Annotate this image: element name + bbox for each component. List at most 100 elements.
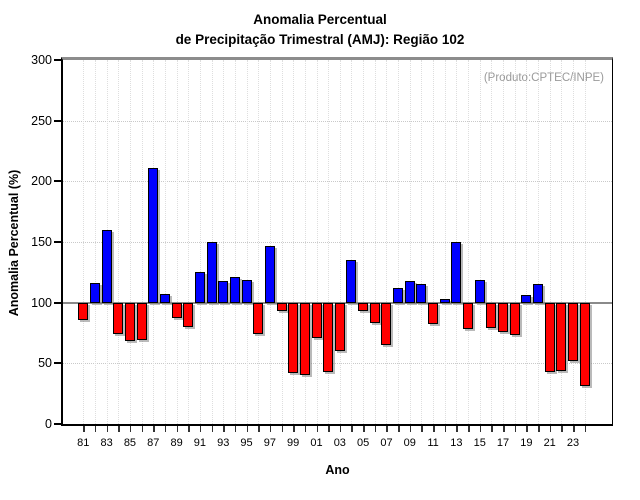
x-tick-08: [398, 426, 400, 432]
bar-04: [346, 260, 357, 303]
x-tick-93: [223, 426, 225, 432]
bar-19: [521, 295, 532, 303]
x-tick-84: [118, 426, 120, 432]
v-gridline: [503, 60, 505, 424]
v-gridline: [246, 60, 248, 424]
x-tick-label-99: 99: [287, 437, 300, 449]
y-tick-150: [54, 241, 61, 243]
v-gridline: [141, 60, 143, 424]
x-tick-label-17: 17: [496, 437, 510, 449]
x-tick-label-97: 97: [263, 437, 276, 449]
x-tick-04: [351, 426, 353, 432]
v-gridline: [363, 60, 365, 424]
chart-title: Anomalia Percentual de Precipitação Trim…: [0, 10, 640, 50]
x-tick-19: [526, 426, 528, 432]
y-tick-label-150: 150: [31, 235, 52, 249]
v-gridline: [269, 60, 271, 424]
y-tick-label-200: 200: [31, 174, 52, 189]
chart-title-line1: Anomalia Percentual: [253, 12, 387, 27]
v-gridline: [421, 60, 423, 424]
bar-14: [463, 302, 474, 330]
bar-94: [229, 277, 240, 303]
x-tick-98: [281, 426, 284, 432]
x-tick-83: [106, 426, 109, 432]
bar-84: [113, 302, 124, 335]
x-tick-label-07: 07: [380, 437, 393, 449]
v-gridline: [234, 60, 236, 424]
x-tick-03: [339, 426, 342, 432]
x-tick-label-83: 83: [100, 437, 113, 449]
h-gridline-200: [63, 181, 612, 183]
bar-20: [533, 284, 544, 303]
v-gridline: [281, 60, 283, 424]
y-tick-250: [54, 119, 61, 122]
v-gridline: [258, 60, 260, 424]
bar-03: [334, 302, 345, 352]
bar-07: [381, 302, 392, 346]
x-tick-22: [561, 426, 563, 432]
bar-16: [486, 302, 497, 329]
x-tick-91: [199, 426, 202, 432]
x-tick-95: [246, 426, 249, 432]
bar-88: [159, 294, 170, 303]
bar-93: [218, 280, 229, 303]
x-tick-11: [433, 426, 435, 432]
y-tick-50: [54, 362, 61, 365]
bar-21: [544, 302, 555, 372]
x-tick-23: [573, 426, 575, 432]
bar-86: [136, 302, 147, 341]
bar-22: [556, 302, 567, 371]
x-tick-label-13: 13: [450, 437, 463, 449]
x-tick-01: [316, 426, 318, 432]
x-tick-20: [538, 426, 540, 432]
x-tick-label-19: 19: [520, 437, 533, 449]
x-tick-label-91: 91: [193, 437, 207, 449]
x-tick-99: [293, 426, 295, 432]
y-tick-100: [54, 301, 61, 304]
bar-89: [171, 302, 182, 319]
bar-06: [369, 302, 380, 324]
y-tick-label-250: 250: [31, 113, 52, 128]
x-tick-81: [83, 426, 85, 432]
x-tick-14: [468, 426, 470, 432]
bar-09: [404, 280, 415, 303]
x-tick-86: [141, 426, 144, 432]
bar-99: [288, 302, 299, 374]
v-gridline: [164, 60, 166, 424]
v-gridline: [573, 60, 575, 424]
bar-11: [428, 302, 439, 325]
bar-12: [439, 299, 450, 303]
v-gridline: [584, 60, 586, 424]
bar-17: [498, 302, 509, 332]
v-gridline: [561, 60, 563, 424]
v-gridline: [444, 60, 446, 424]
bar-97: [264, 245, 275, 303]
x-tick-10: [421, 426, 423, 432]
x-tick-88: [164, 426, 167, 432]
bar-15: [474, 279, 485, 303]
v-gridline: [94, 60, 96, 424]
h-gridline-250: [63, 120, 612, 122]
x-tick-92: [211, 426, 214, 432]
x-tick-02: [328, 426, 330, 432]
v-gridline: [304, 60, 306, 424]
v-gridline: [316, 60, 318, 424]
plot-area: [63, 60, 612, 424]
v-gridline: [409, 60, 411, 424]
x-tick-13: [456, 426, 458, 432]
x-tick-82: [94, 426, 97, 432]
v-gridline: [374, 60, 376, 424]
v-gridline: [386, 60, 388, 424]
v-gridline: [526, 60, 528, 424]
v-gridline: [188, 60, 190, 424]
x-tick-85: [129, 426, 132, 432]
bar-90: [183, 302, 194, 327]
bar-01: [311, 302, 322, 338]
x-tick-06: [374, 426, 377, 432]
x-tick-07: [386, 426, 388, 432]
bar-23: [568, 302, 579, 361]
x-tick-label-95: 95: [240, 437, 253, 449]
y-tick-label-0: 0: [45, 417, 52, 431]
bar-91: [194, 272, 205, 303]
x-tick-16: [491, 426, 493, 432]
